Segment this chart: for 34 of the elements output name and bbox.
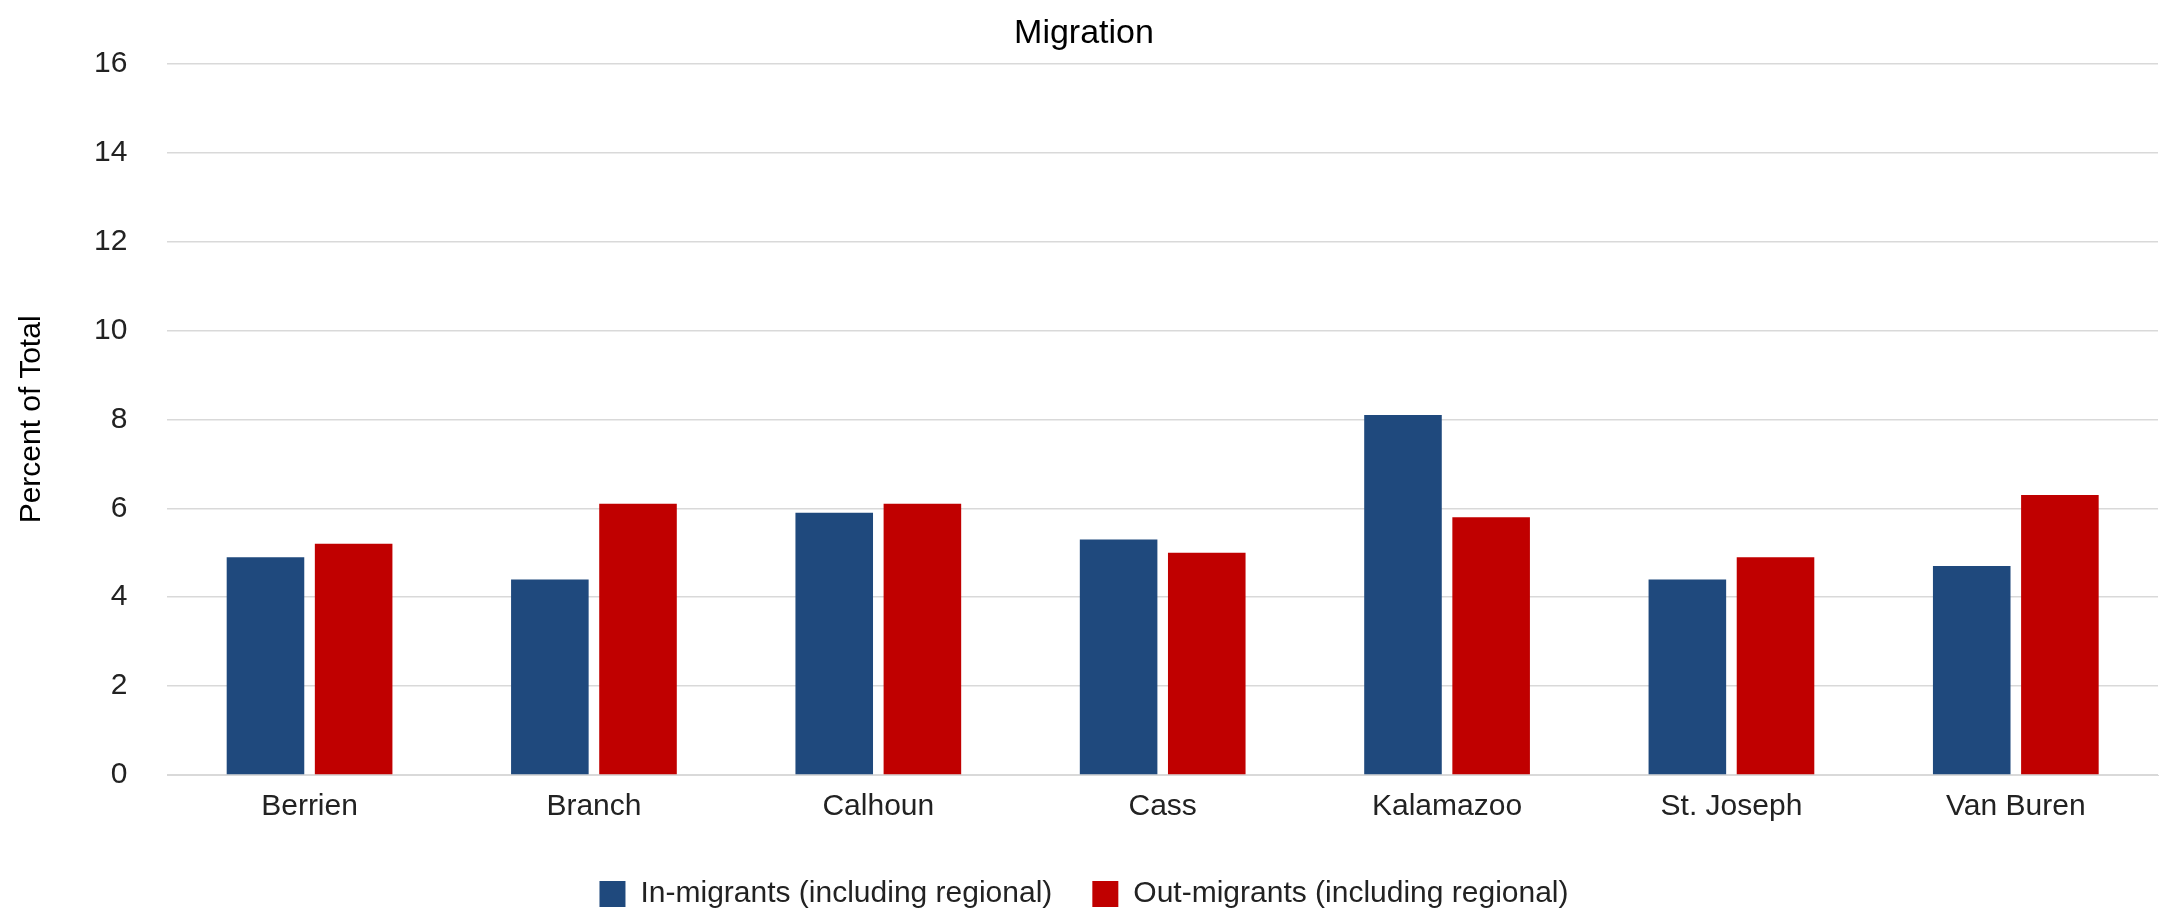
bar (1167, 552, 1246, 775)
bar (1452, 517, 1530, 775)
y-tick-label: 6 (110, 489, 128, 523)
bar (883, 503, 962, 775)
y-tick-label: 10 (93, 311, 128, 345)
x-tick-label: Kalamazoo (1372, 788, 1523, 822)
bar (1079, 539, 1158, 775)
y-tick-label: 8 (110, 400, 128, 434)
y-tick-label: 14 (93, 133, 128, 167)
legend-label: In-migrants (including regional) (640, 875, 1053, 909)
chart-title: Migration (1014, 11, 1154, 50)
x-tick-label: Calhoun (822, 788, 935, 822)
bar (226, 557, 305, 775)
bar (1932, 566, 2011, 775)
bar (511, 579, 589, 775)
legend-label: Out-migrants (including regional) (1133, 875, 1569, 909)
y-tick-label: 16 (93, 45, 128, 79)
x-tick-label: St. Joseph (1660, 788, 1803, 822)
x-tick-label: Berrien (261, 788, 358, 822)
bar (1364, 414, 1442, 775)
x-tick-label: Branch (546, 788, 642, 822)
y-tick-label: 12 (93, 222, 128, 256)
y-tick-label: 4 (110, 578, 128, 612)
bar (1736, 557, 1815, 775)
y-tick-label: 2 (110, 667, 128, 701)
bar (2021, 494, 2099, 775)
bar (795, 512, 874, 775)
y-axis-title: Percent of Total (13, 315, 47, 524)
x-tick-label: Van Buren (1946, 788, 2086, 822)
bar (314, 543, 393, 775)
bar (599, 503, 677, 775)
bar (1648, 579, 1727, 775)
y-tick-label: 0 (110, 756, 128, 790)
x-tick-label: Cass (1128, 788, 1197, 822)
